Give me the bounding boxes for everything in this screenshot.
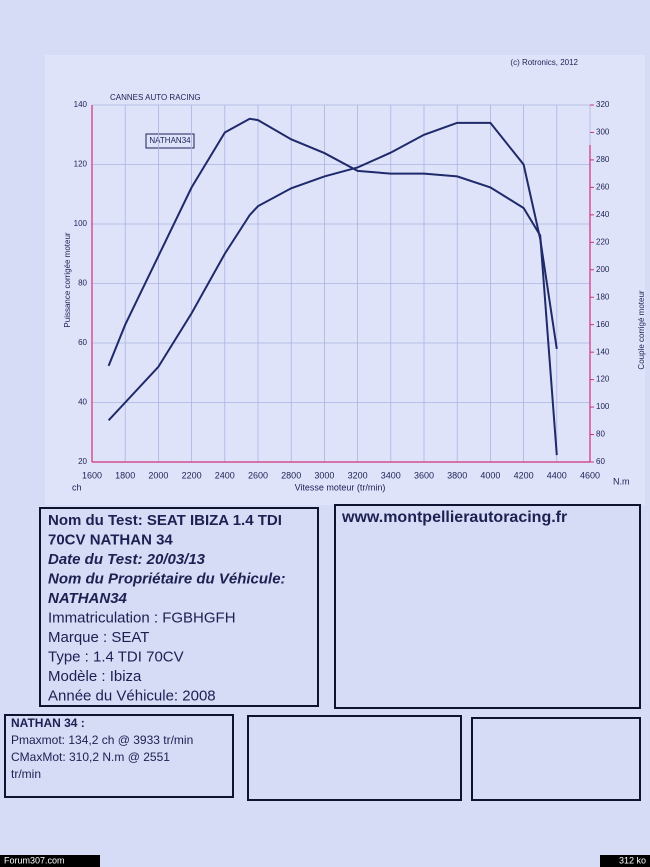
x-tick-label: 3000 bbox=[314, 470, 334, 480]
info-line: 70CV NATHAN 34 bbox=[48, 531, 173, 548]
x-tick-label: 4000 bbox=[480, 470, 500, 480]
y2-tick-label: 80 bbox=[596, 430, 605, 439]
y-axis-label: Puissance corrigée moteur bbox=[63, 232, 72, 327]
y2-tick-label: 240 bbox=[596, 210, 610, 219]
info-line: Modèle : Ibiza bbox=[48, 668, 142, 685]
info-line: Nom du Propriétaire du Véhicule: bbox=[48, 570, 286, 587]
info-line: Nom du Test: SEAT IBIZA 1.4 TDI bbox=[48, 512, 282, 529]
y-tick-label: 20 bbox=[78, 457, 87, 466]
x-tick-label: 2600 bbox=[248, 470, 268, 480]
paper bbox=[45, 55, 645, 505]
x-tick-label: 2000 bbox=[148, 470, 168, 480]
x-tick-label: 1600 bbox=[82, 470, 102, 480]
y2-axis-label: Couple corrigé moteur bbox=[637, 290, 646, 369]
x-tick-label: 3200 bbox=[348, 470, 368, 480]
x-tick-label: 4400 bbox=[547, 470, 567, 480]
info-line: Année du Véhicule: 2008 bbox=[48, 687, 216, 704]
y2-tick-label: 200 bbox=[596, 265, 610, 274]
x-tick-label: 3400 bbox=[381, 470, 401, 480]
website-box bbox=[334, 504, 641, 709]
x-tick-label: 3600 bbox=[414, 470, 434, 480]
y2-tick-label: 280 bbox=[596, 155, 610, 164]
summary-line: CMaxMot: 310,2 N.m @ 2551 bbox=[11, 750, 170, 764]
y-tick-label: 60 bbox=[78, 338, 87, 347]
y-unit: ch bbox=[72, 482, 82, 492]
y-tick-label: 80 bbox=[78, 279, 87, 288]
summary-line: Pmaxmot: 134,2 ch @ 3933 tr/min bbox=[11, 733, 193, 747]
y-tick-label: 140 bbox=[74, 100, 88, 109]
y2-unit: N.m bbox=[613, 476, 630, 486]
y2-tick-label: 120 bbox=[596, 375, 610, 384]
y-tick-label: 120 bbox=[74, 160, 88, 169]
y2-tick-label: 320 bbox=[596, 100, 610, 109]
info-line: Immatriculation : FGBHGFH bbox=[48, 609, 236, 626]
series-line bbox=[107, 121, 558, 422]
copyright: (c) Rotronics, 2012 bbox=[510, 58, 578, 67]
info-line: NATHAN34 bbox=[48, 590, 128, 607]
y2-tick-label: 300 bbox=[596, 128, 610, 137]
chart-title: CANNES AUTO RACING bbox=[110, 93, 201, 102]
y2-tick-label: 160 bbox=[596, 320, 610, 329]
footer-site: Forum307.com bbox=[4, 855, 65, 865]
x-tick-label: 4600 bbox=[580, 470, 600, 480]
summary-line: NATHAN 34 : bbox=[11, 716, 85, 730]
x-tick-label: 3800 bbox=[447, 470, 467, 480]
x-tick-label: 2200 bbox=[182, 470, 202, 480]
y2-tick-label: 260 bbox=[596, 182, 610, 191]
y-tick-label: 40 bbox=[78, 398, 87, 407]
x-tick-label: 2800 bbox=[281, 470, 301, 480]
x-tick-label: 1800 bbox=[115, 470, 135, 480]
empty-box bbox=[247, 715, 462, 801]
info-line: Type : 1.4 TDI 70CV bbox=[48, 648, 184, 665]
summary-line: tr/min bbox=[11, 767, 41, 781]
footer-size: 312 ko bbox=[619, 855, 646, 865]
tag: NATHAN34 bbox=[149, 136, 191, 145]
info-line: Date du Test: 20/03/13 bbox=[48, 551, 206, 568]
summary-box bbox=[4, 714, 234, 798]
y2-tick-label: 140 bbox=[596, 347, 610, 356]
x-axis-label: Vitesse moteur (tr/min) bbox=[295, 482, 386, 492]
y2-tick-label: 60 bbox=[596, 457, 605, 466]
info-box bbox=[39, 507, 319, 707]
x-tick-label: 4200 bbox=[514, 470, 534, 480]
info-line: Marque : SEAT bbox=[48, 629, 149, 646]
series-line bbox=[107, 117, 558, 456]
empty-box bbox=[471, 717, 641, 801]
footer-bar bbox=[0, 855, 100, 867]
website: www.montpellierautoracing.fr bbox=[341, 509, 567, 526]
y2-tick-label: 220 bbox=[596, 237, 610, 246]
footer-bar bbox=[600, 855, 650, 867]
y-tick-label: 100 bbox=[74, 219, 88, 228]
y2-tick-label: 180 bbox=[596, 292, 610, 301]
x-tick-label: 2400 bbox=[215, 470, 235, 480]
y2-tick-label: 100 bbox=[596, 402, 610, 411]
tag-box bbox=[145, 133, 195, 149]
